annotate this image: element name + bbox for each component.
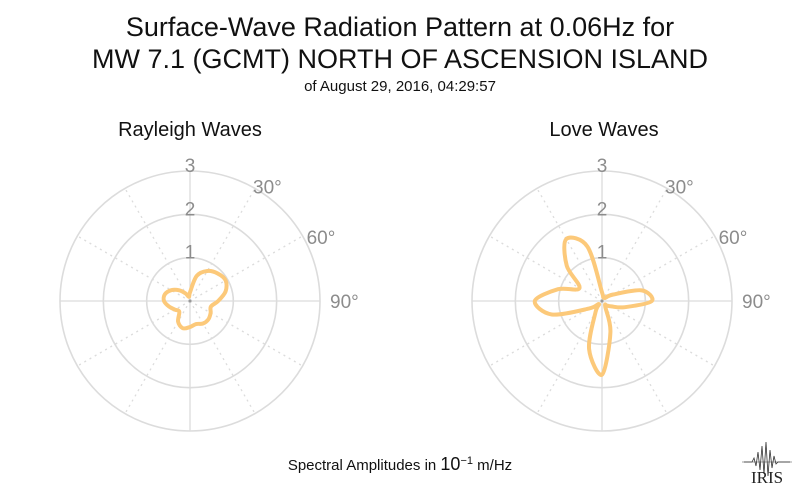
radial-tick-label: 3 [185, 156, 196, 177]
chart-title-line-1: Surface-Wave Radiation Pattern at 0.06Hz… [125, 12, 675, 42]
grid-spoke [489, 235, 603, 302]
grid-spoke [601, 300, 668, 414]
grid-circle [59, 170, 321, 432]
grid-spoke [536, 188, 603, 302]
grid-circle [471, 170, 733, 432]
radial-tick-label: 3 [597, 156, 608, 177]
radial-tick-label: 1 [185, 243, 196, 264]
grid-circle [145, 256, 235, 346]
rayleigh-panel-title: Rayleigh Waves [118, 119, 262, 141]
radiation-pattern-line [161, 268, 229, 331]
radial-tick-label: 2 [185, 199, 196, 220]
grid-spoke [189, 300, 303, 367]
grid-spoke [189, 300, 256, 414]
angle-tick-label: 60° [307, 228, 336, 249]
center-point [600, 299, 604, 303]
grid-spoke [189, 235, 303, 302]
grid-spoke [77, 235, 191, 302]
grid-spoke [601, 188, 668, 302]
grid-spoke [489, 300, 603, 367]
chart-title-line-2: MW 7.1 (GCMT) NORTH OF ASCENSION ISLAND [91, 44, 709, 74]
grid-circle [102, 213, 278, 389]
footnote-base: 10 [440, 454, 461, 474]
iris-logo-text: IRIS [751, 468, 783, 486]
footnote: Spectral Amplitudes in 10−1 m/Hz [0, 454, 800, 475]
radiation-pattern-line [532, 235, 655, 377]
footnote-exponent: −1 [460, 455, 473, 467]
angle-tick-label: 60° [719, 228, 748, 249]
grid-spoke [601, 300, 715, 367]
angle-tick-label: 30° [253, 177, 282, 198]
footnote-unit: m/Hz [472, 457, 513, 474]
grid-spoke [124, 188, 191, 302]
footnote-prefix: Spectral Amplitudes in [287, 457, 441, 474]
angle-tick-label: 90° [742, 292, 771, 313]
love-panel-title: Love Waves [549, 119, 659, 141]
chart-subtitle: of August 29, 2016, 04:29:57 [304, 78, 496, 95]
iris-logo: IRIS [742, 441, 792, 486]
angle-tick-label: 90° [330, 292, 359, 313]
radial-tick-label: 1 [597, 243, 608, 264]
grid-circle [557, 256, 647, 346]
love-polar-plot: 1 2 3 30° 60° 90° [471, 156, 771, 432]
rayleigh-polar-plot: 1 2 3 30° 60° 90° [59, 156, 359, 432]
angle-tick-label: 30° [665, 177, 694, 198]
grid-spoke [189, 188, 256, 302]
grid-spoke [536, 300, 603, 414]
center-point [188, 299, 192, 303]
grid-spoke [124, 300, 191, 414]
grid-circle [514, 213, 690, 389]
grid-spoke [601, 235, 715, 302]
radial-tick-label: 2 [597, 199, 608, 220]
grid-spoke [77, 300, 191, 367]
